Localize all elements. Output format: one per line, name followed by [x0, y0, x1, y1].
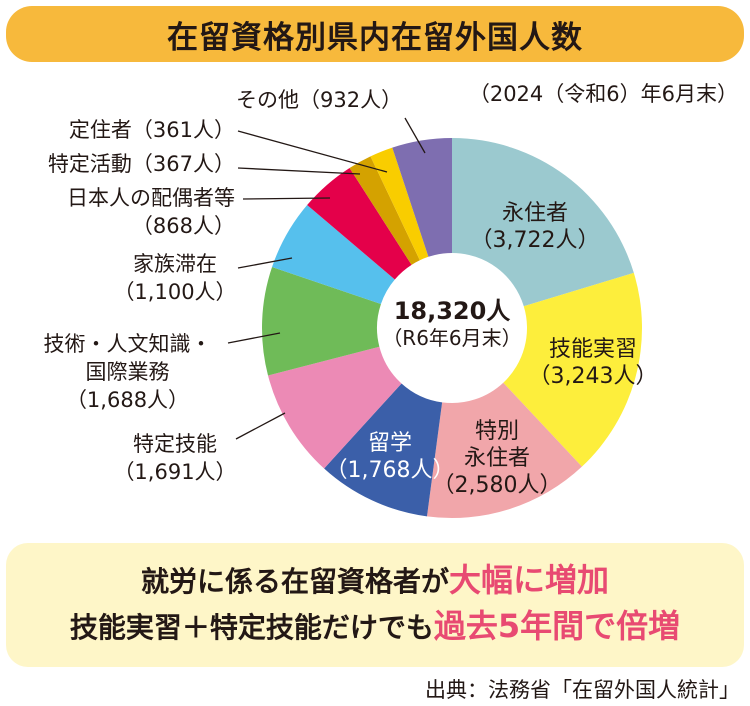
title-bar: 在留資格別県内在留外国人数 — [6, 6, 744, 62]
label-tokutei-katsudo: 特定活動（367人） — [47, 152, 235, 176]
slice-0 — [452, 138, 634, 307]
slice-value: （3,722人） — [470, 228, 600, 253]
slice-7 — [307, 167, 412, 280]
slice-10 — [392, 138, 452, 257]
slice-label: 特定技能 — [133, 432, 217, 456]
slice-8 — [349, 156, 420, 265]
label-tokubetsu-eijusha: 特別 永住者 （2,580人） — [432, 418, 562, 499]
label-ryugaku: 留学 （1,768人） — [325, 430, 455, 484]
label-gijutsu: 技術・人文知識・ 国際業務 （1,688人） — [20, 330, 235, 414]
summary-highlight: 大幅に増加 — [449, 561, 610, 599]
slice-label: 国際業務 — [85, 360, 170, 384]
slice-label: 留学 — [367, 431, 412, 456]
slice-label: 家族滞在 — [133, 252, 217, 276]
leader-line — [404, 117, 426, 154]
summary-line-2: 技能実習＋特定技能だけでも過去5年間で倍増 — [6, 604, 744, 650]
donut-center: 18,320人 （R6年6月末） — [377, 296, 527, 350]
summary-text: 就労に係る在留資格者が — [140, 565, 449, 598]
slice-5 — [261, 267, 381, 376]
summary-box: 就労に係る在留資格者が大幅に増加 技能実習＋特定技能だけでも過去5年間で倍増 — [6, 543, 744, 667]
slice-6 — [272, 205, 395, 304]
source-note: 出典：法務省「在留外国人統計」 — [425, 678, 740, 702]
leader-line — [237, 257, 293, 269]
total-label: 18,320人 — [393, 297, 511, 325]
label-eijusha: 永住者 （3,722人） — [470, 200, 600, 254]
slice-4 — [268, 346, 402, 469]
label-kazoku: 家族滞在 （1,100人） — [110, 250, 240, 306]
slice-value: （2,580人） — [432, 473, 562, 498]
leader-line — [235, 412, 286, 440]
slice-2 — [426, 382, 582, 518]
leader-line — [227, 332, 281, 344]
slice-value: （868人） — [131, 214, 235, 238]
leader-line — [242, 197, 331, 200]
slice-label: 永住者 — [501, 201, 568, 226]
label-haigusha: 日本人の配偶者等 （868人） — [10, 184, 235, 240]
slice-label: 技術・人文知識・ — [43, 332, 212, 356]
total-date: （R6年6月末） — [382, 326, 522, 350]
label-teijusha: 定住者（361人） — [68, 118, 235, 142]
slice-label: 技能実習 — [548, 337, 637, 362]
slice-value: （1,691人） — [113, 460, 237, 484]
leader-line — [237, 130, 388, 173]
slice-value: （1,688人） — [65, 388, 190, 412]
chart-title: 在留資格別県内在留外国人数 — [167, 19, 583, 56]
slice-value: （3,243人） — [528, 364, 658, 389]
label-ginou-jisshu: 技能実習 （3,243人） — [528, 336, 658, 390]
slice-3 — [324, 383, 443, 517]
summary-text: 技能実習＋特定技能だけでも — [69, 611, 434, 644]
slice-value: （1,100人） — [113, 280, 237, 304]
slice-label: 日本人の配偶者等 — [67, 186, 235, 210]
date-note: （2024（令和6）年6月末） — [468, 82, 738, 106]
slice-1 — [503, 272, 642, 467]
slice-label: 特別 — [474, 419, 519, 444]
label-sonota: その他（932人） — [236, 88, 403, 112]
slice-value: （1,768人） — [325, 458, 455, 483]
summary-highlight: 過去5年間で倍増 — [433, 607, 681, 645]
slice-label: 永住者 — [463, 446, 530, 471]
summary-line-1: 就労に係る在留資格者が大幅に増加 — [6, 558, 744, 604]
label-tokutei-ginou: 特定技能 （1,691人） — [105, 430, 245, 486]
slice-9 — [370, 147, 429, 261]
leader-line — [237, 167, 361, 175]
